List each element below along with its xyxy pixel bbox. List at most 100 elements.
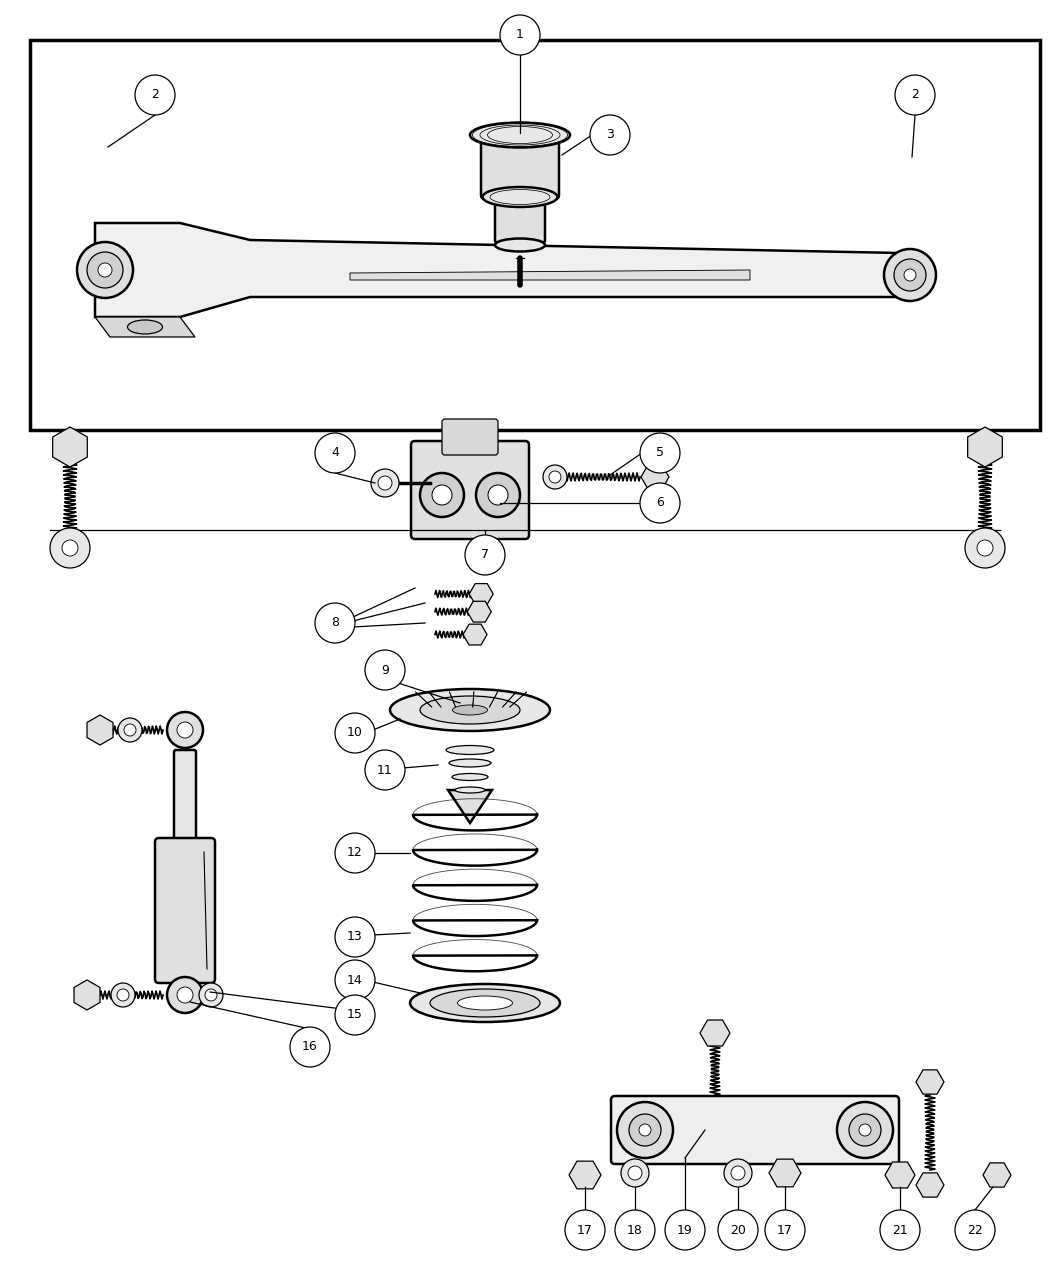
Ellipse shape [455,787,485,793]
Text: 1: 1 [516,28,524,42]
Circle shape [765,1210,805,1250]
Circle shape [365,650,405,690]
Circle shape [976,541,993,556]
Circle shape [549,470,561,483]
Polygon shape [350,270,750,280]
Text: 3: 3 [606,129,614,142]
Circle shape [488,484,508,505]
Text: 12: 12 [348,847,363,859]
FancyBboxPatch shape [174,750,196,864]
Circle shape [371,469,399,497]
Circle shape [167,977,203,1014]
Circle shape [837,1102,892,1158]
Ellipse shape [470,122,570,148]
Circle shape [724,1159,752,1187]
Circle shape [849,1114,881,1146]
Circle shape [315,434,355,473]
Circle shape [543,465,567,490]
Circle shape [87,252,123,288]
Text: 21: 21 [892,1224,908,1237]
Circle shape [335,713,375,754]
Circle shape [378,476,392,490]
Circle shape [639,1125,651,1136]
Text: 16: 16 [302,1040,318,1053]
Circle shape [500,15,540,55]
Circle shape [200,983,223,1007]
FancyBboxPatch shape [411,441,529,539]
Text: 19: 19 [677,1224,693,1237]
Circle shape [135,75,175,115]
Circle shape [335,833,375,873]
Circle shape [859,1125,872,1136]
Ellipse shape [449,759,491,768]
Circle shape [118,718,142,742]
Ellipse shape [127,320,163,334]
Circle shape [50,528,90,567]
Circle shape [640,483,680,523]
Ellipse shape [458,996,512,1010]
Circle shape [465,536,505,575]
FancyBboxPatch shape [611,1096,899,1164]
Ellipse shape [453,705,487,715]
Circle shape [880,1210,920,1250]
Text: 11: 11 [377,764,393,776]
Text: 2: 2 [151,88,159,102]
Polygon shape [94,317,195,337]
Circle shape [335,960,375,1000]
Text: 5: 5 [656,446,664,459]
Circle shape [476,473,520,516]
Circle shape [956,1210,995,1250]
Ellipse shape [390,688,550,731]
Circle shape [290,1026,330,1067]
Circle shape [98,263,112,277]
Text: 20: 20 [730,1224,746,1237]
Circle shape [420,473,464,516]
Ellipse shape [452,774,488,780]
FancyBboxPatch shape [481,131,559,199]
Circle shape [117,989,129,1001]
Circle shape [177,722,193,738]
Circle shape [124,724,136,736]
FancyBboxPatch shape [30,40,1040,430]
Text: 9: 9 [381,663,388,677]
Circle shape [111,983,135,1007]
Ellipse shape [420,696,520,724]
Circle shape [894,259,926,291]
Circle shape [615,1210,655,1250]
Text: 18: 18 [627,1224,643,1237]
Text: 22: 22 [967,1224,983,1237]
FancyBboxPatch shape [155,838,215,983]
Circle shape [629,1114,662,1146]
Ellipse shape [495,238,545,251]
Text: 10: 10 [348,727,363,739]
Ellipse shape [446,746,494,755]
Circle shape [617,1102,673,1158]
Text: 17: 17 [578,1224,593,1237]
Circle shape [718,1210,758,1250]
Text: 15: 15 [348,1009,363,1021]
Polygon shape [94,223,900,317]
Circle shape [895,75,934,115]
Circle shape [62,541,78,556]
Ellipse shape [410,984,560,1023]
Circle shape [315,603,355,643]
Circle shape [335,994,375,1035]
Circle shape [565,1210,605,1250]
FancyBboxPatch shape [495,193,545,244]
Ellipse shape [430,989,540,1017]
Polygon shape [448,790,492,822]
Text: 13: 13 [348,931,363,944]
Ellipse shape [483,187,558,207]
Circle shape [884,249,936,301]
Text: 6: 6 [656,496,664,510]
Circle shape [621,1159,649,1187]
Circle shape [205,989,217,1001]
Circle shape [77,242,133,298]
Text: 17: 17 [777,1224,793,1237]
Circle shape [904,269,916,280]
Circle shape [177,987,193,1003]
Circle shape [167,711,203,748]
Circle shape [432,484,452,505]
Circle shape [665,1210,705,1250]
Text: 7: 7 [481,548,489,561]
